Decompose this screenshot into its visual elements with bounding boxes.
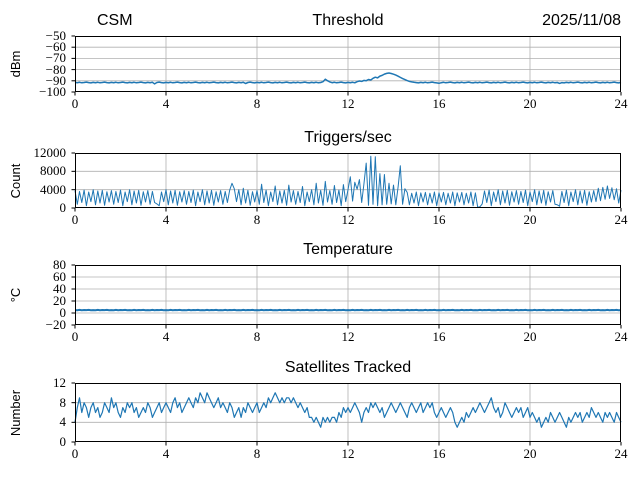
triggers-title: Triggers/sec [304, 129, 392, 146]
y-tick-label: 8 [59, 394, 67, 410]
x-tick-label: 12 [341, 446, 355, 461]
header-left-label: CSM [97, 12, 133, 29]
satellites-header: Satellites Tracked [75, 358, 621, 378]
data-series-line [74, 72, 622, 85]
triggers-header: Triggers/sec [75, 128, 621, 148]
header-date-label: 2025/11/08 [542, 12, 621, 29]
x-tick-label: 4 [162, 96, 170, 111]
y-tick-label: −60 [45, 39, 66, 55]
x-tick-label: 12 [341, 96, 355, 111]
x-tick-label: 4 [162, 329, 170, 344]
threshold-header: CSM Threshold 2025/11/08 [75, 11, 621, 31]
y-tick-label: −70 [45, 50, 66, 66]
y-tick-label: 40 [53, 281, 66, 296]
x-tick-label: 0 [71, 329, 79, 344]
y-tick-label: 0 [59, 305, 67, 320]
satellites-title: Satellites Tracked [284, 359, 412, 376]
x-tick-label: 20 [523, 212, 537, 227]
x-tick-label: 0 [71, 212, 79, 227]
triggers-plot [71, 152, 622, 212]
data-series-line [74, 155, 622, 208]
y-tick-label: 80 [53, 257, 66, 272]
satellites-y-axis-label: Number [8, 389, 23, 436]
y-tick-label: 4000 [40, 181, 66, 197]
x-tick-label: 12 [341, 212, 355, 227]
x-tick-label: 24 [614, 329, 628, 344]
x-tick-label: 24 [614, 212, 628, 227]
threshold-title: Threshold [312, 12, 384, 29]
y-tick-label: 12000 [33, 145, 67, 160]
x-tick-label: 16 [432, 212, 446, 227]
y-tick-label: −50 [45, 28, 66, 43]
x-tick-label: 20 [523, 329, 537, 344]
x-tick-label: 8 [253, 212, 261, 227]
y-tick-label: −90 [45, 72, 66, 88]
x-tick-label: 0 [71, 446, 79, 461]
triggers-y-axis-label: Count [8, 163, 23, 198]
y-tick-label: 4 [59, 414, 67, 430]
x-tick-label: 4 [162, 212, 170, 227]
x-tick-label: 20 [523, 96, 537, 111]
x-tick-label: 16 [432, 96, 446, 111]
x-tick-label: 8 [253, 446, 261, 461]
x-tick-label: 8 [253, 329, 261, 344]
y-tick-label: 0 [59, 200, 67, 215]
y-tick-label: 0 [59, 434, 67, 449]
x-tick-label: 20 [523, 446, 537, 461]
y-tick-label: −80 [45, 61, 66, 77]
y-tick-label: −100 [39, 84, 66, 99]
y-tick-label: 20 [53, 293, 66, 308]
x-tick-label: 24 [614, 96, 628, 111]
data-series-line [74, 392, 622, 428]
x-tick-label: 16 [432, 446, 446, 461]
x-tick-label: 0 [71, 96, 79, 111]
temperature-title: Temperature [303, 241, 393, 258]
y-tick-label: −20 [45, 317, 66, 332]
x-tick-label: 24 [614, 446, 628, 461]
temperature-header: Temperature [75, 240, 621, 260]
x-tick-label: 12 [341, 329, 355, 344]
threshold-plot [71, 35, 622, 96]
y-tick-label: 8000 [40, 163, 66, 179]
x-tick-label: 4 [162, 446, 170, 461]
satellites-plot [71, 382, 622, 446]
temperature-plot [71, 264, 622, 329]
y-tick-label: 60 [53, 269, 66, 284]
y-tick-label: 12 [53, 375, 66, 390]
x-tick-label: 8 [253, 96, 261, 111]
x-tick-label: 16 [432, 329, 446, 344]
